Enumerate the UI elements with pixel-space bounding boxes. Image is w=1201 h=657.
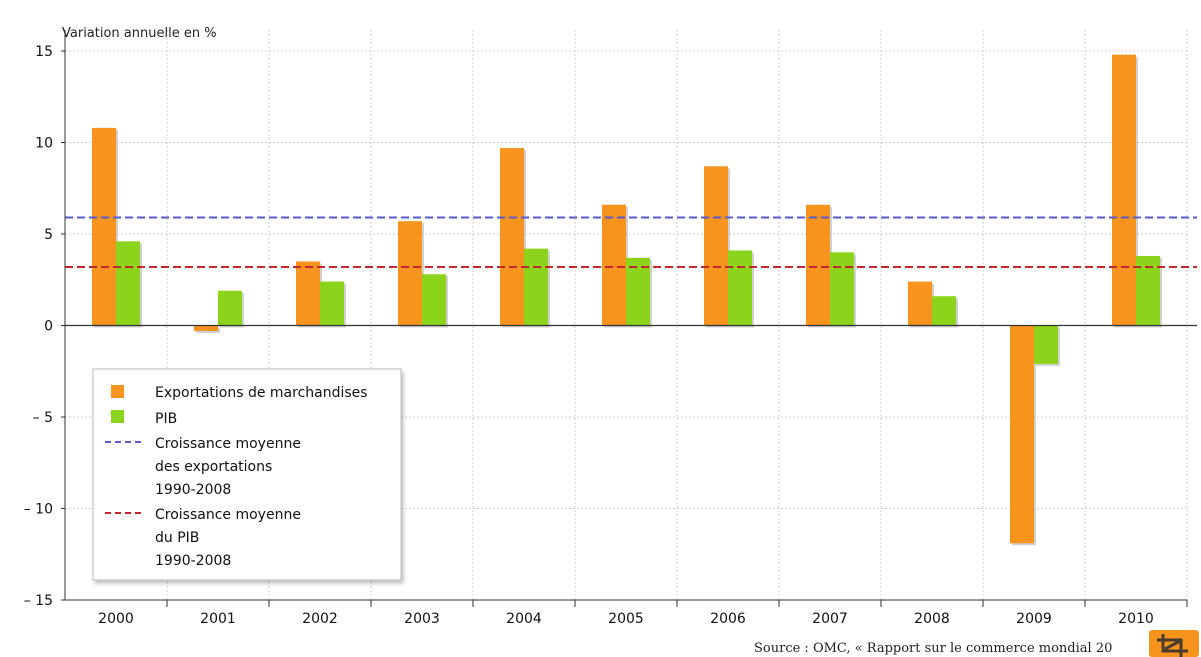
bar-exports-2003 bbox=[398, 221, 422, 326]
bar-exports-2004 bbox=[500, 147, 524, 326]
bars bbox=[92, 54, 1162, 546]
bar-exports-2000 bbox=[92, 127, 116, 326]
legend-swatch-exports bbox=[111, 385, 124, 398]
y-tick-label: – 15 bbox=[24, 593, 53, 609]
bar-exports-2010 bbox=[1112, 54, 1136, 326]
bar-exports-2001 bbox=[194, 325, 218, 331]
x-tick-label: 2007 bbox=[812, 611, 848, 627]
legend-label-pib: PIB bbox=[155, 411, 177, 427]
x-tick-label: 2009 bbox=[1016, 611, 1052, 627]
bar-pib-2002 bbox=[320, 281, 344, 326]
reference-lines bbox=[65, 216, 1197, 268]
crop-icon bbox=[1157, 634, 1188, 657]
bar-pib-2005 bbox=[626, 257, 650, 326]
y-tick-label: – 5 bbox=[33, 410, 53, 426]
source-note: Source : OMC, « Rapport sur le commerce … bbox=[754, 641, 1112, 656]
x-tick-label: 2010 bbox=[1118, 611, 1154, 627]
legend-label-pib-average-1: Croissance moyenne bbox=[155, 507, 301, 523]
bar-pib-2006 bbox=[728, 250, 752, 326]
bar-pib-2003 bbox=[422, 274, 446, 326]
x-tick-label: 2001 bbox=[200, 611, 236, 627]
x-tick-label: 2005 bbox=[608, 611, 644, 627]
bar-exports-2002 bbox=[296, 261, 320, 326]
axes: 15 10 5 0 – 5 – 10 – 15 2000 2001 2002 2003 2004 200… bbox=[24, 30, 1197, 627]
legend-box bbox=[92, 368, 402, 581]
legend: Exportations de marchandises PIB Croissa… bbox=[92, 368, 402, 581]
legend-label-exports-average-1: Croissance moyenne bbox=[155, 436, 301, 452]
bar-exports-2006 bbox=[704, 166, 728, 326]
legend-label-exports: Exportations de marchandises bbox=[155, 385, 368, 401]
legend-label-pib-average-2: du PIB bbox=[155, 530, 199, 546]
bar-exports-2009 bbox=[1010, 325, 1034, 544]
y-axis-title: Variation annuelle en % bbox=[62, 26, 217, 41]
bar-pib-2000 bbox=[116, 241, 140, 326]
legend-label-pib-average-3: 1990-2008 bbox=[155, 553, 231, 569]
y-tick-label: – 10 bbox=[24, 502, 53, 518]
bar-exports-2005 bbox=[602, 204, 626, 326]
legend-label-exports-average-3: 1990-2008 bbox=[155, 482, 231, 498]
y-tick-label: 10 bbox=[35, 136, 53, 152]
y-tick-label: 5 bbox=[44, 227, 53, 243]
legend-swatch-pib bbox=[111, 410, 124, 423]
crop-button[interactable] bbox=[1149, 630, 1199, 657]
bar-pib-2001 bbox=[218, 290, 242, 326]
x-tick-label: 2003 bbox=[404, 611, 440, 627]
legend-label-exports-average-2: des exportations bbox=[155, 459, 272, 475]
y-tick-label: 0 bbox=[44, 319, 53, 335]
x-tick-label: 2002 bbox=[302, 611, 338, 627]
bar-exports-2007 bbox=[806, 204, 830, 326]
x-tick-label: 2008 bbox=[914, 611, 950, 627]
x-tick-label: 2004 bbox=[506, 611, 542, 627]
y-tick-label: 15 bbox=[35, 44, 53, 60]
bar-pib-2008 bbox=[932, 296, 956, 326]
x-tick-label: 2006 bbox=[710, 611, 746, 627]
bar-exports-2008 bbox=[908, 281, 932, 326]
bar-pib-2007 bbox=[830, 252, 854, 326]
bar-pib-2009 bbox=[1034, 325, 1058, 364]
bar-pib-2004 bbox=[524, 248, 548, 326]
x-tick-label: 2000 bbox=[98, 611, 134, 627]
